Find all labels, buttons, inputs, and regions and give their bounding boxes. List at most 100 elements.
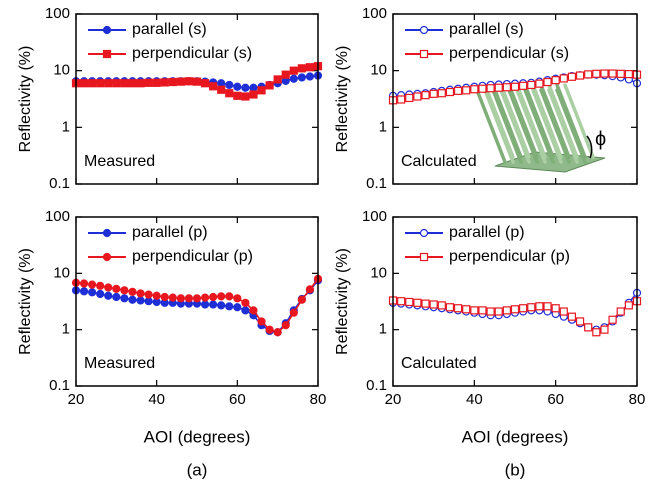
marker <box>453 304 463 313</box>
marker <box>543 302 552 311</box>
marker <box>209 292 218 302</box>
marker <box>88 280 97 289</box>
marker <box>437 301 446 310</box>
x-tick-label: 80 <box>310 391 327 408</box>
marker <box>429 89 438 98</box>
legend-label: parallel (p) <box>449 224 525 241</box>
inset-rod <box>515 83 547 159</box>
marker <box>200 293 210 302</box>
marker <box>233 82 242 91</box>
y-tick-label: 1 <box>62 321 70 338</box>
x-axis-label: AOI (degrees) <box>462 427 569 446</box>
marker <box>104 79 113 88</box>
marker <box>397 297 406 306</box>
marker <box>462 86 471 95</box>
x-tick-label: 40 <box>148 391 165 408</box>
marker <box>265 325 274 334</box>
marker <box>397 95 406 104</box>
marker <box>241 83 250 92</box>
marker <box>217 292 226 301</box>
inset-rod <box>507 88 539 164</box>
legend-label: perpendicular (p) <box>449 248 570 265</box>
x-tick-label: 40 <box>466 391 483 408</box>
inset-rod <box>515 88 547 164</box>
plot-frame <box>392 216 638 387</box>
marker <box>624 301 633 310</box>
y-tick-label: 0.1 <box>366 175 387 192</box>
marker <box>297 73 306 82</box>
y-tick-label: 100 <box>45 208 70 225</box>
legend-marker <box>419 25 429 35</box>
marker <box>494 307 503 316</box>
marker <box>305 72 315 81</box>
marker <box>136 289 145 298</box>
marker <box>289 308 298 317</box>
y-tick-label: 0.1 <box>366 377 387 394</box>
x-tick-label: 80 <box>629 391 646 408</box>
marker <box>79 287 89 296</box>
inset-rod <box>531 83 563 159</box>
legend-marker <box>102 25 112 35</box>
inset-rod <box>547 88 579 164</box>
marker <box>265 81 274 90</box>
marker <box>470 85 479 94</box>
plot-frame <box>392 13 638 185</box>
marker <box>192 77 202 86</box>
marker <box>257 86 266 95</box>
marker <box>437 89 446 98</box>
y-tick-label: 100 <box>362 5 387 22</box>
marker <box>233 91 242 100</box>
marker <box>551 76 560 85</box>
marker <box>502 83 511 92</box>
marker <box>478 84 487 93</box>
y-axis-label: Reflectivity (%) <box>17 248 34 355</box>
marker <box>305 63 315 72</box>
y-tick-label: 100 <box>362 208 387 225</box>
marker <box>160 78 169 87</box>
marker <box>575 317 585 326</box>
marker <box>608 69 617 78</box>
y-axis-label: Reflectivity (%) <box>334 46 351 153</box>
legend-label: perpendicular (s) <box>449 45 569 62</box>
x-axis-label: AOI (degrees) <box>144 427 251 446</box>
x-tick-label: 20 <box>68 391 85 408</box>
marker <box>225 80 234 90</box>
marker <box>486 307 495 316</box>
marker <box>257 317 266 326</box>
marker <box>241 92 250 101</box>
marker <box>112 292 121 302</box>
plot-frame <box>75 13 319 185</box>
marker <box>281 70 290 79</box>
marker <box>421 91 430 100</box>
marker <box>152 291 161 300</box>
inset-label: ϕ <box>595 128 606 150</box>
marker <box>413 92 422 101</box>
marker <box>535 302 544 311</box>
marker <box>421 299 430 308</box>
marker <box>405 93 414 103</box>
annotation: Calculated <box>401 355 477 372</box>
marker <box>445 87 455 97</box>
marker <box>249 306 258 315</box>
marker <box>160 292 169 302</box>
inset-rod <box>475 88 507 164</box>
y-tick-label: 10 <box>53 62 70 79</box>
inset-rod <box>555 83 587 159</box>
marker <box>527 80 536 90</box>
marker <box>453 86 463 95</box>
marker <box>551 304 560 313</box>
inset-rod <box>539 83 571 159</box>
marker <box>519 81 528 90</box>
marker <box>297 64 306 73</box>
marker <box>136 296 145 305</box>
marker <box>128 287 137 296</box>
marker <box>120 286 129 295</box>
inset: ϕ <box>475 83 606 173</box>
marker <box>249 90 258 99</box>
marker <box>176 294 185 303</box>
inset-rod <box>523 83 555 159</box>
marker <box>88 288 97 297</box>
marker <box>112 79 121 88</box>
marker <box>217 85 226 94</box>
inset-rod <box>491 83 523 159</box>
